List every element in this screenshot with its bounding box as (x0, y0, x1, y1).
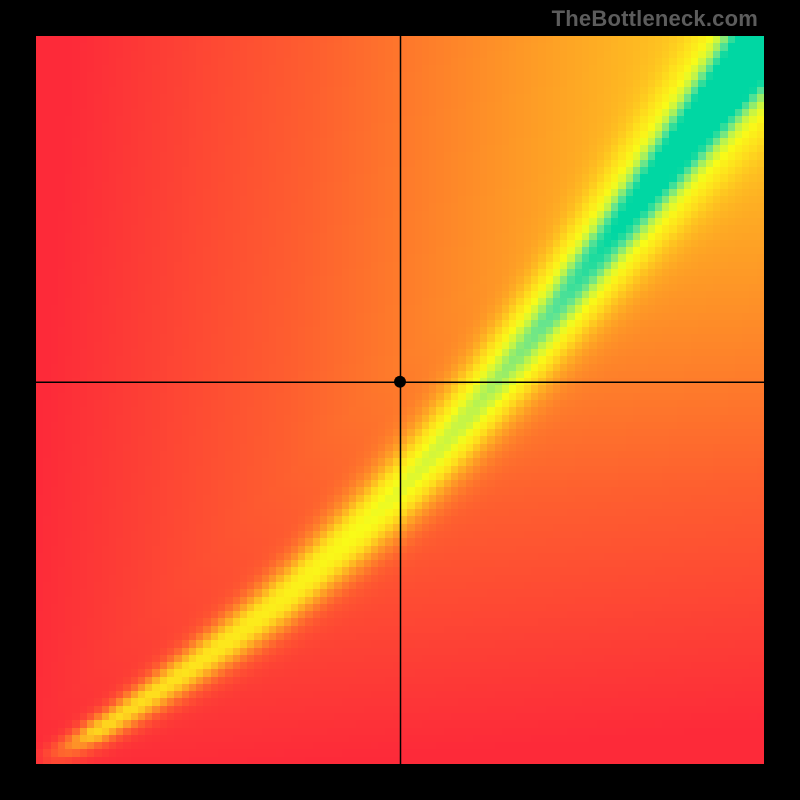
chart-container: TheBottleneck.com (0, 0, 800, 800)
watermark-label: TheBottleneck.com (552, 6, 758, 32)
axis-overlay (36, 36, 764, 764)
